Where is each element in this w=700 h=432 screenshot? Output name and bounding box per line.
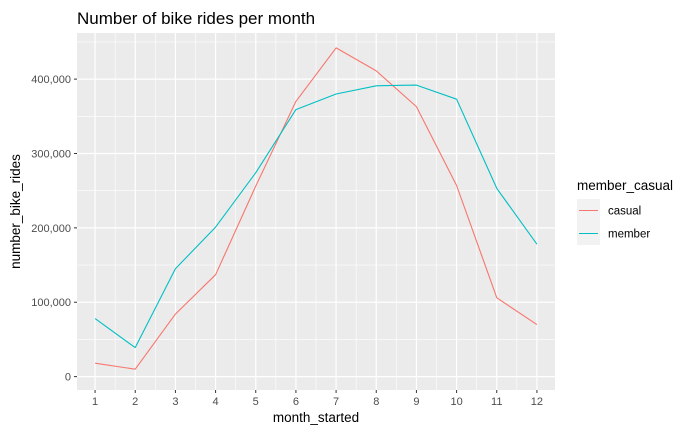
x-tick-label: 6 xyxy=(293,396,299,408)
y-axis: 0 100,000 200,000 300,000 400,000 xyxy=(31,74,77,384)
chart-title: Number of bike rides per month xyxy=(77,9,315,28)
series-lines xyxy=(94,47,538,370)
x-tick-label: 7 xyxy=(333,396,339,408)
y-tick-label: 200,000 xyxy=(31,223,71,235)
x-tick-label: 5 xyxy=(253,396,259,408)
x-axis-title: month_started xyxy=(273,410,359,425)
y-tick-label: 400,000 xyxy=(31,74,71,86)
legend-label-casual: casual xyxy=(608,206,641,218)
series-line-member xyxy=(94,84,538,349)
x-axis: 1 2 3 4 5 6 7 8 9 10 11 12 xyxy=(92,390,543,408)
x-tick-label: 9 xyxy=(413,396,419,408)
gridlines xyxy=(77,33,555,390)
legend: member_casual casual member xyxy=(577,178,673,245)
x-tick-label: 12 xyxy=(531,396,543,408)
x-tick-label: 4 xyxy=(213,396,219,408)
y-axis-title: number_bike_rides xyxy=(8,154,23,269)
y-tick-label: 100,000 xyxy=(31,297,71,309)
x-tick-label: 2 xyxy=(132,396,138,408)
x-tick-label: 1 xyxy=(92,396,98,408)
legend-label-member: member xyxy=(608,229,650,241)
series-line-casual xyxy=(95,47,538,370)
x-tick-label: 8 xyxy=(373,396,379,408)
legend-title: member_casual xyxy=(577,178,673,193)
y-tick-label: 300,000 xyxy=(31,148,71,160)
y-tick-label: 0 xyxy=(65,372,71,384)
x-tick-label: 10 xyxy=(450,396,462,408)
x-tick-label: 3 xyxy=(172,396,178,408)
x-tick-label: 11 xyxy=(491,396,502,408)
